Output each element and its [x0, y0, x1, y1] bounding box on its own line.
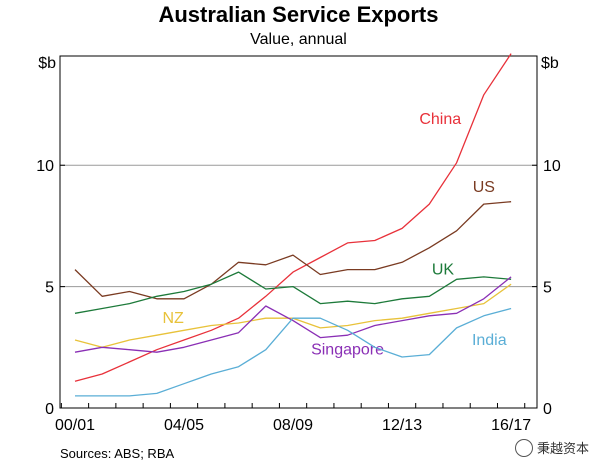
x-tick-label: 04/05	[164, 417, 204, 434]
y-tick-label-right: 5	[543, 280, 552, 297]
y-tick-label-left: 10	[36, 158, 54, 175]
series-label-india: India	[472, 332, 507, 349]
y-unit-left: $b	[38, 55, 56, 72]
watermark-text: 秉越资本	[536, 441, 589, 456]
series-label-nz: NZ	[162, 310, 184, 327]
x-tick-label: 00/01	[55, 417, 95, 434]
series-line-india	[75, 307, 512, 397]
y-tick-label-right: 0	[543, 401, 552, 418]
series-label-us: US	[473, 179, 495, 196]
x-tick-label: 12/13	[382, 417, 422, 434]
source-note: Sources: ABS; RBA	[60, 446, 175, 461]
series-label-china: China	[419, 111, 461, 128]
x-tick-label: 16/17	[491, 417, 531, 434]
series-line-us	[74, 201, 512, 300]
series-line-china	[74, 53, 512, 382]
y-tick-label-right: 10	[543, 158, 561, 175]
series-line-singapore	[74, 276, 512, 353]
plot-frame	[59, 55, 538, 409]
series-line-uk	[74, 271, 512, 314]
y-tick-label-left: 0	[45, 401, 54, 418]
y-unit-right: $b	[541, 55, 559, 72]
series-label-uk: UK	[432, 261, 455, 278]
x-tick-label: 08/09	[273, 417, 313, 434]
chart-title: Australian Service Exports	[158, 2, 439, 27]
watermark: 秉越资本	[514, 438, 589, 457]
series-label-singapore: Singapore	[311, 342, 384, 359]
chart-subtitle: Value, annual	[250, 31, 347, 48]
circle-logo-icon	[514, 438, 533, 457]
y-tick-label-left: 5	[45, 280, 54, 297]
